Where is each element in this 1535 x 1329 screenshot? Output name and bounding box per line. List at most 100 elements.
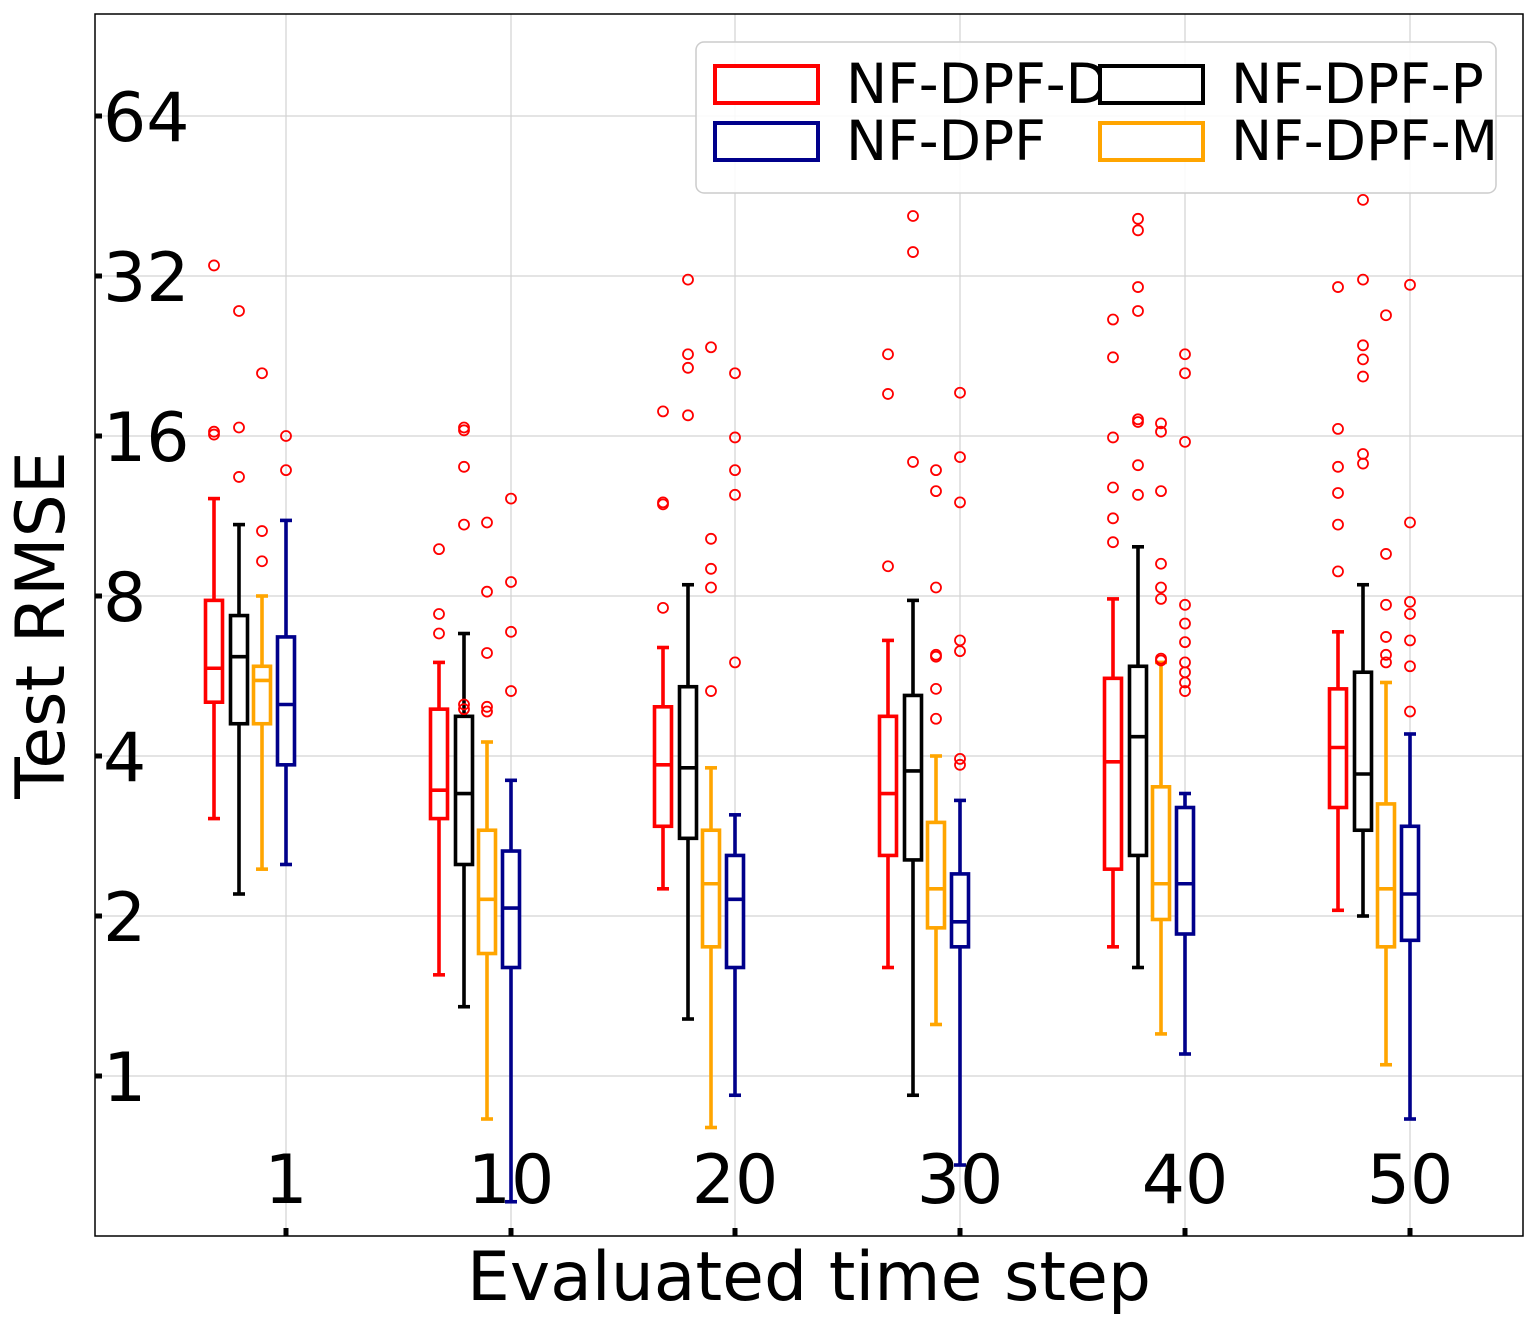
outlier-point — [705, 581, 717, 594]
outlier-point — [1380, 598, 1392, 611]
outlier-point — [1404, 705, 1416, 718]
x-axis: 1 10 20 30 40 50 — [264, 1141, 1453, 1236]
outlier-point — [458, 703, 470, 716]
outlier-point — [1155, 485, 1167, 498]
outlier-point — [682, 273, 694, 286]
outlier-point — [505, 492, 517, 505]
outlier-point — [1380, 631, 1392, 643]
box-iqr — [228, 613, 250, 726]
legend: NF-DPF-D NF-DPF-P NF-DPF NF-DPF-M — [695, 41, 1498, 194]
box-iqr — [1352, 670, 1374, 833]
box-nf-dpf-d-20 — [652, 405, 674, 891]
outlier-point — [1357, 353, 1369, 366]
outlier-point — [1179, 435, 1191, 448]
outlier-point — [1179, 348, 1191, 361]
box-iqr — [1102, 676, 1124, 871]
outlier-point — [930, 485, 942, 498]
box-nf-dpf-p-20 — [677, 273, 699, 1021]
outlier-point — [481, 705, 493, 718]
series-nf-dpf-p — [228, 193, 1374, 1098]
outlier-point — [954, 753, 966, 765]
outlier-point — [907, 210, 919, 222]
outlier-point — [481, 700, 493, 713]
outlier-point — [882, 388, 894, 400]
box-nf-dpf-p-30 — [902, 210, 924, 1098]
box-nf-dpf-d-50 — [1327, 281, 1349, 913]
series-nf-dpf — [275, 278, 1421, 1204]
x-tick-label: 20 — [692, 1141, 779, 1220]
outlier-point — [1107, 351, 1119, 364]
box-nf-dpf-10 — [500, 492, 522, 1204]
legend-frame — [695, 41, 1497, 194]
outlier-point — [705, 341, 717, 354]
outlier-point — [1107, 313, 1119, 326]
outlier-point — [1404, 660, 1416, 673]
outlier-point — [1404, 595, 1416, 608]
box-iqr — [203, 598, 225, 704]
outlier-point — [954, 386, 966, 399]
outlier-point — [458, 460, 470, 473]
y-tick-label: 64 — [103, 79, 190, 158]
outlier-point — [1107, 481, 1119, 494]
outlier-point — [930, 464, 942, 477]
legend-label: NF-DPF — [846, 109, 1046, 173]
outlier-point — [481, 585, 493, 598]
outlier-point — [1179, 685, 1191, 697]
outlier-point — [682, 361, 694, 374]
legend-swatch — [713, 121, 820, 162]
box-iqr — [275, 635, 297, 767]
outlier-point — [1132, 416, 1144, 428]
outlier-point — [1132, 212, 1144, 225]
legend-swatch — [713, 64, 820, 105]
outlier-point — [729, 431, 741, 444]
outlier-point — [208, 259, 220, 272]
x-tick-label: 1 — [264, 1141, 307, 1220]
outlier-point — [1132, 459, 1144, 472]
box-nf-dpf-p-50 — [1352, 193, 1374, 918]
outlier-point — [1357, 193, 1369, 206]
series-nf-dpf-d — [203, 259, 1349, 977]
outlier-point — [705, 562, 717, 575]
outlier-point — [954, 758, 966, 771]
outlier-point — [1357, 457, 1369, 470]
outlier-point — [1132, 305, 1144, 317]
outlier-point — [433, 543, 445, 556]
outlier-point — [1380, 548, 1392, 560]
box-nf-dpf-m-40 — [1150, 417, 1172, 1036]
box-nf-dpf-40 — [1174, 348, 1196, 1056]
outlier-point — [1357, 370, 1369, 383]
outlier-point — [1332, 460, 1344, 473]
outlier-point — [1132, 488, 1144, 501]
outlier-point — [1332, 487, 1344, 499]
outlier-point — [458, 698, 470, 711]
box-iqr — [1174, 805, 1196, 936]
plot-frame — [94, 13, 1524, 1237]
outlier-point — [705, 532, 717, 545]
legend-label: NF-DPF-D — [846, 52, 1108, 116]
outlier-point — [1155, 654, 1167, 667]
box-nf-dpf-30 — [949, 386, 971, 1167]
y-axis: 1 2 4 8 16 32 64 — [95, 79, 190, 1118]
legend-label: NF-DPF-P — [1231, 52, 1484, 116]
box-iqr — [476, 828, 498, 956]
y-tick-label: 1 — [103, 1039, 146, 1118]
box-nf-dpf-d-40 — [1102, 313, 1124, 949]
box-nf-dpf-1 — [275, 430, 297, 867]
box-iqr — [677, 684, 699, 841]
box-nf-dpf-d-1 — [203, 259, 225, 821]
outlier-point — [1155, 557, 1167, 570]
outlier-point — [208, 428, 220, 441]
outlier-point — [954, 451, 966, 464]
outlier-point — [1404, 608, 1416, 620]
outlier-point — [1155, 417, 1167, 430]
box-iqr — [925, 820, 947, 930]
outlier-point — [1332, 518, 1344, 531]
outlier-point — [481, 647, 493, 659]
plot-background — [95, 14, 1523, 1236]
box-iqr — [1127, 664, 1149, 858]
outlier-point — [433, 608, 445, 620]
y-tick-label: 4 — [103, 719, 146, 798]
box-nf-dpf-m-10 — [476, 516, 498, 1121]
y-tick-label: 32 — [103, 239, 190, 318]
x-tick-label: 10 — [468, 1141, 555, 1220]
